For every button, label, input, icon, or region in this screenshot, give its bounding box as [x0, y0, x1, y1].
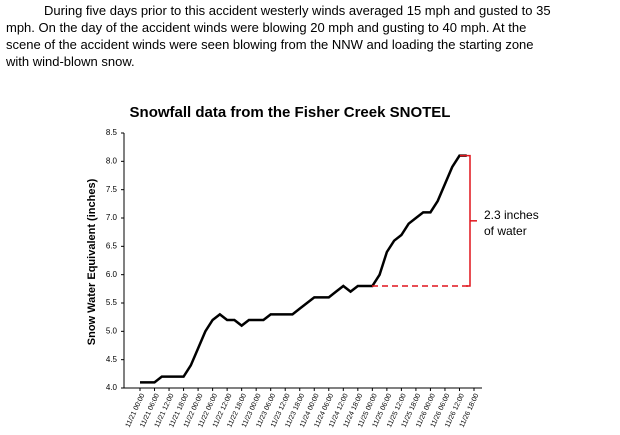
- y-tick-label: 4.0: [106, 383, 118, 392]
- y-tick-label: 7.5: [106, 185, 118, 194]
- paragraph: During five days prior to this accident …: [6, 2, 616, 70]
- y-tick-label: 7.0: [106, 213, 118, 222]
- paragraph-line: scene of the accident winds were seen bl…: [6, 37, 534, 52]
- y-tick-label: 4.5: [106, 355, 118, 364]
- y-tick-label: 6.5: [106, 241, 118, 250]
- data-line: [140, 154, 467, 384]
- y-axis-label: Snow Water Equivalent (inches): [86, 178, 98, 345]
- annotation-bracket: [460, 154, 471, 287]
- y-tick-label: 8.0: [106, 156, 118, 165]
- paragraph-line: with wind-blown snow.: [6, 54, 135, 69]
- annotation-text: of water: [484, 224, 527, 238]
- paragraph-line: During five days prior to this accident …: [44, 3, 551, 18]
- y-tick-label: 5.0: [106, 326, 118, 335]
- y-tick-label: 8.5: [106, 128, 118, 137]
- y-tick-label: 5.5: [106, 298, 118, 307]
- y-tick-label: 6.0: [106, 270, 118, 279]
- paragraph-line: mph. On the day of the accident winds we…: [6, 20, 527, 35]
- annotation-text: 2.3 inches: [484, 208, 539, 222]
- chart-title: Snowfall data from the Fisher Creek SNOT…: [130, 104, 451, 121]
